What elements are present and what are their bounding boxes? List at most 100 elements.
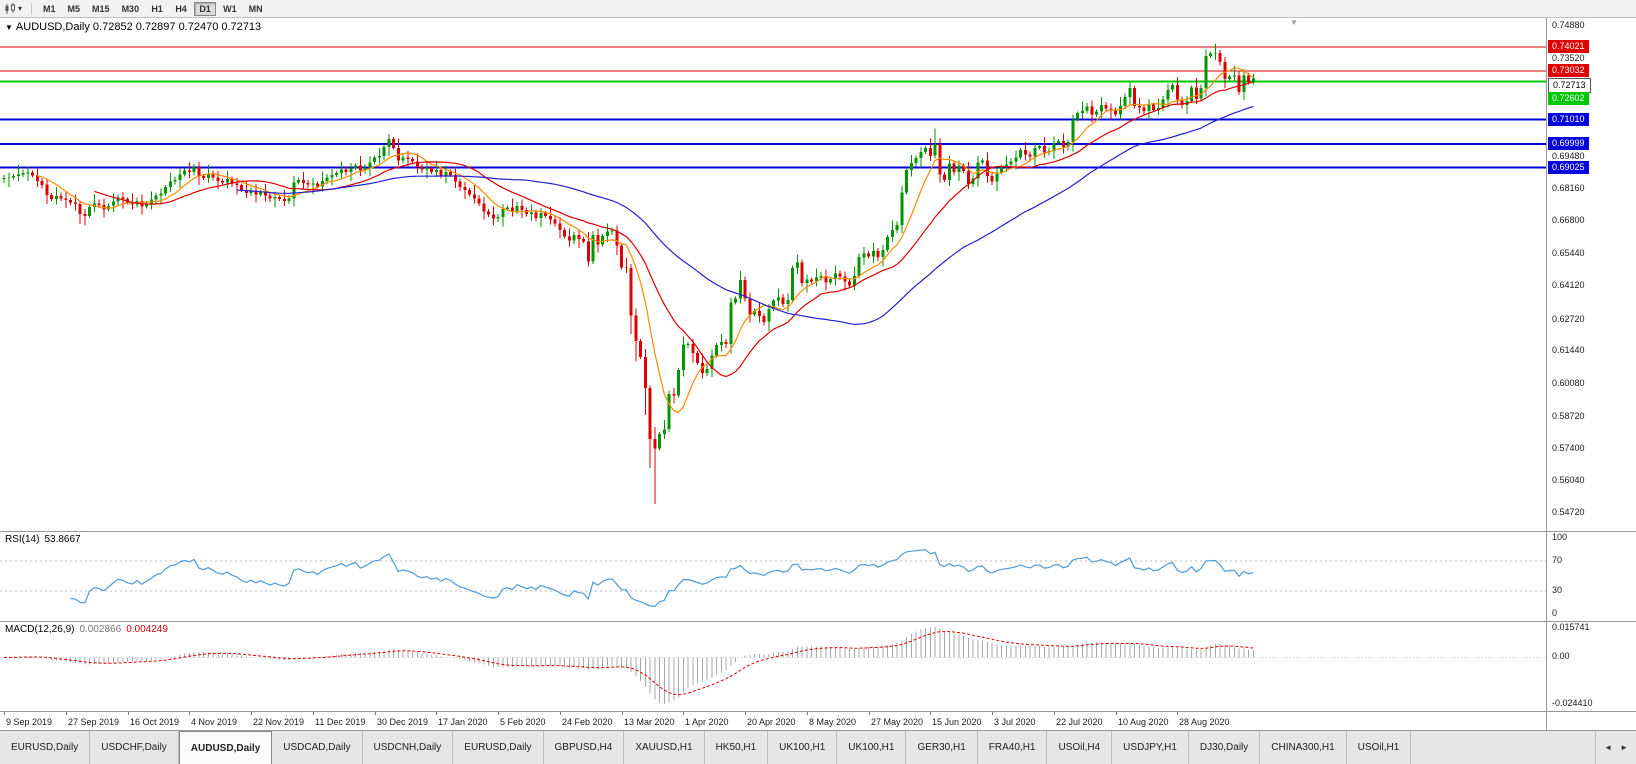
price-tick-label: 0.62720 (1552, 314, 1585, 324)
timeframe-button-m15[interactable]: M15 (92, 3, 110, 14)
price-tick-label: 0.56040 (1552, 475, 1585, 485)
price-tick-label: 0.68160 (1552, 183, 1585, 193)
price-tick-label: 0.58720 (1552, 411, 1585, 421)
price-chart-pane: 0.74880 0.73520 0.69480 0.68160 0.66800 0.654… (0, 18, 1636, 532)
date-tick-label: 30 Dec 2019 (377, 717, 429, 727)
chart-title-dropdown-icon[interactable]: ▼ (5, 23, 13, 32)
chart-tabs-bar: EURUSD,Daily USDCHF,Daily AUDUSD,Daily USDC… (0, 731, 1636, 764)
rsi-label: RSI(14) 53.8667 (5, 534, 81, 545)
rsi-name: RSI(14) (5, 534, 40, 545)
current-price-badge: 0.72713 (1548, 78, 1591, 93)
time-tick-mark (560, 712, 561, 715)
tab-fra40-h1[interactable]: FRA40,H1 (977, 731, 1048, 764)
date-tick-label: 27 May 2020 (871, 717, 924, 727)
price-tick-label: 0.66800 (1552, 215, 1585, 225)
date-tick-label: 4 Nov 2019 (191, 717, 238, 727)
price-tick-label: 0.64120 (1552, 280, 1585, 290)
price-tick-label: 0.60080 (1552, 378, 1585, 388)
time-tick-mark (251, 712, 252, 715)
hline-price-badge: 0.69999 (1548, 137, 1589, 150)
chart-type-dropdown-icon[interactable]: ▾ (18, 4, 23, 13)
tab-scroll-buttons: ◄ ► (1595, 731, 1636, 764)
tab-usoil-h1[interactable]: USOil,H1 (1346, 731, 1412, 764)
time-tick-mark (189, 712, 190, 715)
time-tick-mark (4, 712, 5, 715)
date-tick-label: 8 May 2020 (809, 717, 857, 727)
time-tick-mark (313, 712, 314, 715)
price-tick-label: 0.74880 (1552, 20, 1585, 30)
price-tick-label: 0.65440 (1552, 248, 1585, 258)
time-tick-mark (375, 712, 376, 715)
toolbar-separator (31, 2, 33, 15)
date-tick-label: 22 Jul 2020 (1056, 717, 1103, 727)
time-tick-mark (1054, 712, 1055, 715)
candlestick-glyph (5, 2, 15, 14)
rsi-axis: 100 70 30 0 (1546, 532, 1636, 621)
tab-china300-h1[interactable]: CHINA300,H1 (1260, 731, 1347, 764)
tab-audusd-daily[interactable]: AUDUSD,Daily (178, 731, 273, 764)
date-tick-label: 22 Nov 2019 (253, 717, 305, 727)
tab-xauusd-h1[interactable]: XAUUSD,H1 (624, 731, 705, 764)
tab-usdcad-daily[interactable]: USDCAD,Daily (272, 731, 363, 764)
axis-corner (1546, 712, 1636, 730)
tab-eurusd-daily[interactable]: EURUSD,Daily (0, 731, 91, 764)
tab-usdcnh-daily[interactable]: USDCNH,Daily (362, 731, 454, 764)
rsi-tick-label: 100 (1552, 532, 1568, 542)
macd-label: MACD(12,26,9) 0.002866 0.004249 (5, 624, 168, 635)
time-tick-mark (930, 712, 931, 715)
hline-price-badge: 0.73032 (1548, 64, 1589, 77)
timeframe-button-mn[interactable]: MN (248, 3, 263, 14)
time-tick-mark (1177, 712, 1178, 715)
tab-uk100-h1[interactable]: UK100,H1 (768, 731, 838, 764)
time-tick-mark (436, 712, 437, 715)
price-tick-label: 0.54720 (1552, 507, 1585, 517)
tab-uk100-h1[interactable]: UK100,H1 (837, 731, 907, 764)
tab-usdchf-daily[interactable]: USDCHF,Daily (90, 731, 179, 764)
rsi-chart[interactable] (0, 532, 1546, 621)
tab-dj30-daily[interactable]: DJ30,Daily (1188, 731, 1261, 764)
timeframe-button-m5[interactable]: M5 (67, 3, 81, 14)
date-tick-label: 15 Jun 2020 (932, 717, 982, 727)
tab-eurusd-daily[interactable]: EURUSD,Daily (453, 731, 544, 764)
rsi-tick-label: 70 (1552, 555, 1563, 565)
time-tick-mark (807, 712, 808, 715)
time-axis[interactable]: 9 Sep 2019 27 Sep 2019 16 Oct 2019 4 Nov 20… (0, 712, 1546, 730)
macd-chart[interactable] (0, 622, 1546, 711)
tabs-scroll-right-icon[interactable]: ► (1620, 743, 1628, 752)
chart-title-text: AUDUSD,Daily 0.72852 0.72897 0.72470 0.7… (15, 21, 262, 33)
date-tick-label: 5 Feb 2020 (500, 717, 546, 727)
tab-hk50-h1[interactable]: HK50,H1 (704, 731, 769, 764)
price-tick-label: 0.73520 (1552, 53, 1585, 63)
price-tick-label: 0.69480 (1552, 151, 1585, 161)
date-tick-label: 20 Apr 2020 (747, 717, 796, 727)
date-tick-label: 17 Jan 2020 (438, 717, 488, 727)
date-tick-label: 10 Aug 2020 (1118, 717, 1169, 727)
timeframe-button-h4[interactable]: H4 (175, 3, 187, 14)
time-tick-mark (128, 712, 129, 715)
tab-usoil-h4[interactable]: USOil,H4 (1047, 731, 1113, 764)
timeframe-button-m1[interactable]: M1 (43, 3, 56, 14)
hline-price-badge: 0.71010 (1548, 113, 1589, 126)
price-tick-label: 0.61440 (1552, 345, 1585, 355)
rsi-indicator-pane: 100 70 30 0 RSI(14) 53.8667 (0, 532, 1636, 622)
chart-type-icon[interactable] (4, 2, 17, 15)
tab-ger30-h1[interactable]: GER30,H1 (906, 731, 978, 764)
tab-usdjpy-h1[interactable]: USDJPY,H1 (1112, 731, 1189, 764)
hline-price-badge: 0.72602 (1548, 92, 1589, 105)
chart-tabs: EURUSD,Daily USDCHF,Daily AUDUSD,Daily USDC… (0, 731, 1595, 764)
date-tick-label: 16 Oct 2019 (130, 717, 180, 727)
chart-shift-marker-icon[interactable]: ▼ (1290, 18, 1298, 27)
macd-tick-label: 0.015741 (1552, 622, 1590, 632)
date-tick-label: 11 Dec 2019 (315, 717, 366, 727)
candlestick-chart[interactable] (0, 18, 1546, 531)
tab-gbpusd-h4[interactable]: GBPUSD,H4 (543, 731, 625, 764)
timeframe-button-d1[interactable]: D1 (194, 1, 217, 16)
tabs-scroll-left-icon[interactable]: ◄ (1604, 743, 1613, 752)
timeframe-button-m30[interactable]: M30 (121, 3, 140, 14)
time-tick-mark (66, 712, 67, 715)
macd-tick-label: 0.00 (1552, 651, 1570, 661)
time-axis-row: 9 Sep 2019 27 Sep 2019 16 Oct 2019 4 Nov 20… (0, 712, 1636, 731)
timeframe-button-w1[interactable]: W1 (223, 3, 237, 14)
timeframe-button-h1[interactable]: H1 (151, 3, 163, 14)
macd-signal-value: 0.004249 (126, 624, 168, 635)
